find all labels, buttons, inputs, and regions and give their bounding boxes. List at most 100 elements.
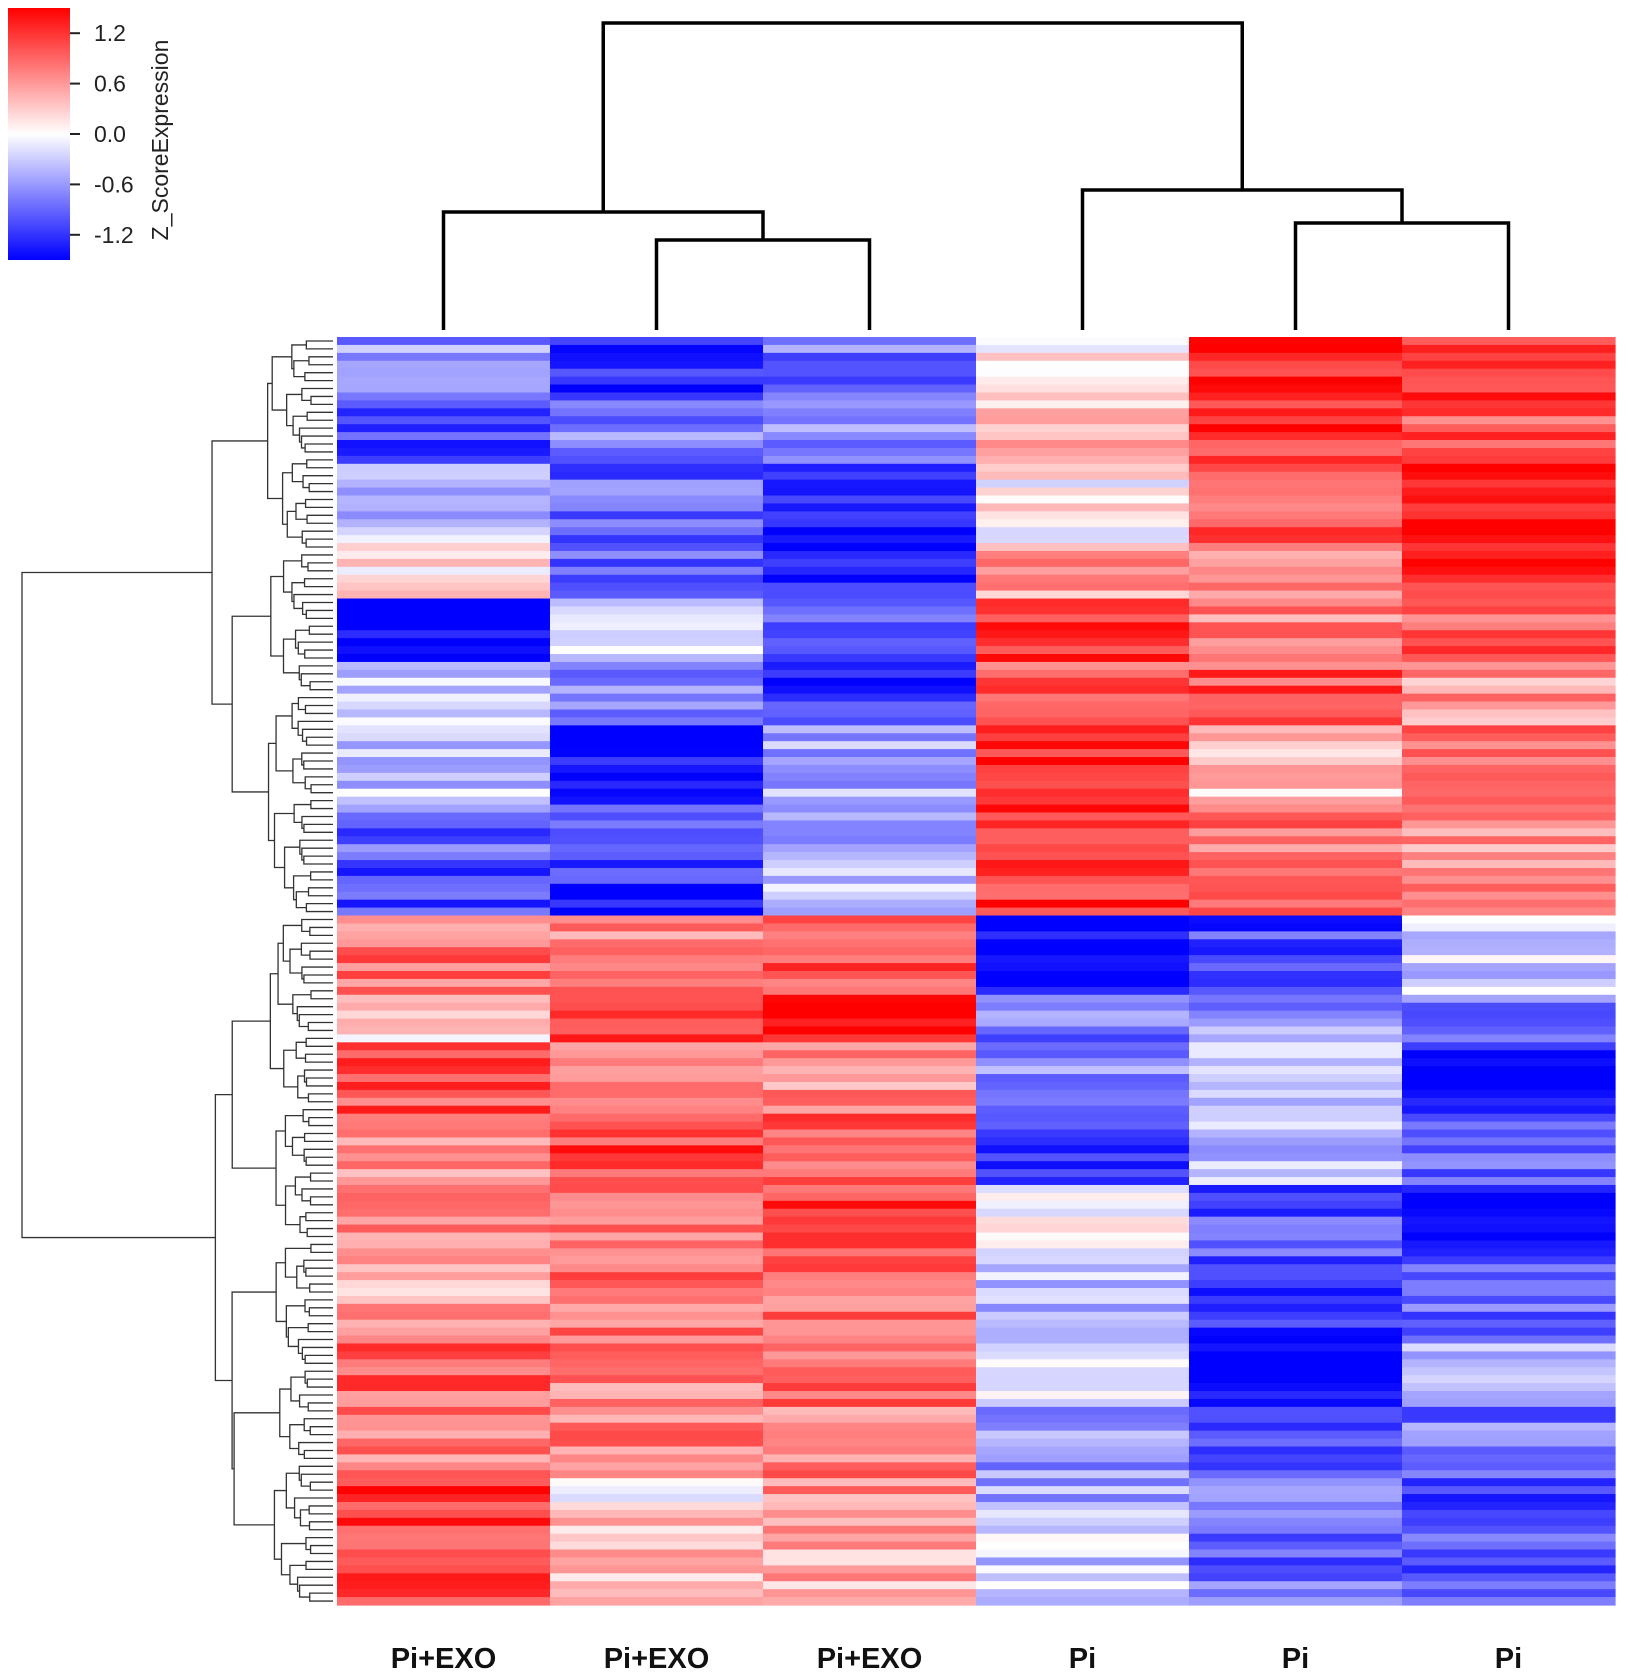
dendrogram-branch	[298, 1013, 333, 1028]
heatmap-cell	[550, 1494, 764, 1503]
dendrogram-branch	[309, 1481, 333, 1491]
heatmap-cell	[976, 1145, 1190, 1154]
heatmap-cell	[976, 1541, 1190, 1551]
heatmap-cell	[1189, 511, 1403, 520]
heatmap-cell	[763, 867, 977, 877]
heatmap-cell	[763, 416, 977, 425]
dendrogram-branch	[301, 966, 333, 980]
heatmap-cell	[1402, 1264, 1616, 1273]
heatmap-cell	[1189, 685, 1403, 695]
heatmap-cell	[550, 820, 764, 829]
heatmap-cell	[1189, 392, 1403, 402]
heatmap-cell	[763, 1517, 977, 1527]
heatmap-cell	[763, 852, 977, 861]
heatmap-cell	[1189, 1565, 1403, 1574]
heatmap-cell	[550, 677, 764, 687]
heatmap-cell	[1402, 606, 1616, 615]
heatmap-cell	[976, 1066, 1190, 1075]
heatmap-cell	[1189, 1501, 1403, 1511]
heatmap-cell	[550, 685, 764, 695]
heatmap-cell	[976, 654, 1190, 663]
heatmap-cell	[1189, 1406, 1403, 1416]
heatmap-cell	[1402, 1414, 1616, 1424]
heatmap-cell	[337, 558, 551, 568]
heatmap-cell	[337, 1224, 551, 1234]
heatmap-cell	[976, 1501, 1190, 1511]
heatmap-cell	[763, 1010, 977, 1020]
heatmap-cell	[763, 907, 977, 917]
heatmap-cell	[763, 1367, 977, 1376]
heatmap-cell	[1402, 1129, 1616, 1139]
heatmap-cell	[337, 1446, 551, 1456]
heatmap-cell	[976, 519, 1190, 528]
heatmap-cell	[337, 1351, 551, 1360]
column-label: Pi	[1069, 1643, 1096, 1675]
heatmap-cell	[1402, 717, 1616, 726]
heatmap-cell	[337, 1121, 551, 1131]
heatmap-cell	[976, 1002, 1190, 1012]
heatmap-cell	[1402, 360, 1616, 370]
dendrogram-branch	[269, 973, 284, 1070]
heatmap-cell	[337, 1232, 551, 1242]
heatmap-cell	[763, 1422, 977, 1432]
heatmap-cell	[337, 1192, 551, 1202]
heatmap-cell	[1189, 701, 1403, 711]
dendrogram-branch	[298, 1394, 333, 1408]
heatmap-cell	[1402, 1589, 1616, 1598]
heatmap-cell	[763, 1224, 977, 1234]
heatmap-cell	[763, 337, 977, 346]
heatmap-cell	[1402, 455, 1616, 465]
heatmap-cell	[1402, 1319, 1616, 1329]
heatmap-cell	[1189, 939, 1403, 948]
heatmap-cell	[976, 1391, 1190, 1400]
heatmap-cell	[337, 1066, 551, 1075]
heatmap-cell	[550, 1398, 764, 1408]
heatmap-cell	[1189, 1525, 1403, 1535]
dendrogram-branch	[293, 360, 309, 378]
heatmap-cell	[1189, 1454, 1403, 1463]
heatmap-cell	[1402, 1161, 1616, 1170]
dendrogram-branch	[306, 1378, 333, 1388]
heatmap-cell	[976, 1375, 1190, 1384]
heatmap-cell	[1189, 978, 1403, 988]
heatmap-cell	[550, 812, 764, 822]
heatmap-cell	[763, 757, 977, 766]
heatmap-cell	[337, 701, 551, 711]
heatmap-cell	[550, 1422, 764, 1432]
heatmap-cell	[1402, 947, 1616, 956]
heatmap-cell	[337, 1129, 551, 1139]
dendrogram-branch	[297, 641, 333, 655]
heatmap-cell	[1402, 1462, 1616, 1471]
heatmap-cell	[337, 1256, 551, 1265]
heatmap-cell	[976, 376, 1190, 386]
heatmap-cell	[337, 955, 551, 964]
heatmap-cell	[763, 971, 977, 980]
heatmap-cell	[763, 836, 977, 845]
heatmap-cell	[1402, 1184, 1616, 1194]
heatmap-cell	[976, 1295, 1190, 1305]
heatmap-cell	[337, 1026, 551, 1035]
heatmap-cell	[337, 1494, 551, 1503]
heatmap-cell	[976, 1422, 1190, 1432]
dendrogram-branch	[303, 1418, 333, 1432]
heatmap-cell	[337, 590, 551, 600]
heatmap-cell	[1189, 432, 1403, 441]
dendrogram-branch	[310, 871, 333, 881]
heatmap-cell	[550, 614, 764, 623]
heatmap-cell	[337, 598, 551, 608]
heatmap-cell	[1402, 1573, 1616, 1582]
heatmap-cell	[1402, 463, 1616, 473]
heatmap-cell	[976, 780, 1190, 790]
heatmap-cell	[1402, 1311, 1616, 1321]
heatmap-cell	[550, 1002, 764, 1012]
heatmap-cell	[763, 1121, 977, 1131]
dendrogram-branch	[231, 1291, 277, 1470]
heatmap-cell	[337, 543, 551, 552]
heatmap-cell	[1402, 685, 1616, 695]
heatmap-cell	[976, 875, 1190, 885]
heatmap-cell	[763, 384, 977, 394]
dendrogram-branch	[310, 395, 333, 406]
dendrogram-branch	[286, 510, 303, 538]
heatmap-cell	[1402, 1509, 1616, 1519]
heatmap-cell	[976, 352, 1190, 362]
